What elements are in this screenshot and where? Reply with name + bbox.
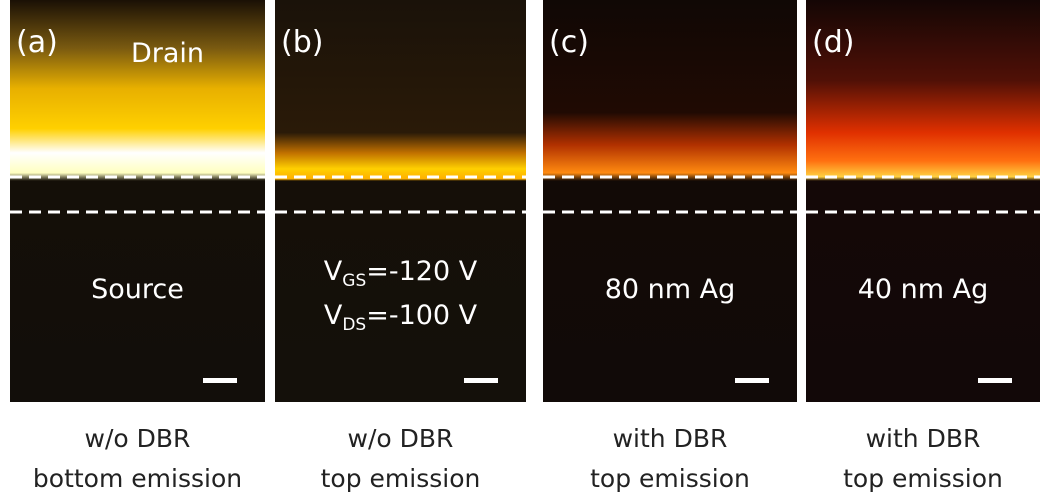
micrograph — [275, 0, 526, 402]
panel-text: 80 nm Ag — [605, 274, 736, 305]
panel: (c) 80 nm Ag with DBR top emission — [543, 0, 797, 493]
caption: with DBR — [613, 424, 728, 453]
scale-bar — [203, 378, 237, 383]
text-part: =-120 V — [366, 256, 477, 287]
panel-text: Source — [91, 274, 184, 305]
caption: w/o DBR — [85, 424, 191, 453]
scale-bar — [464, 378, 498, 383]
caption: bottom emission — [33, 464, 242, 493]
panel-text: 40 nm Ag — [858, 274, 989, 305]
micrograph — [543, 0, 797, 402]
panel: (d) 40 nm Ag with DBR top emission — [806, 0, 1040, 493]
text-part: 80 nm Ag — [605, 274, 736, 305]
panel-label: (a) — [16, 25, 58, 60]
panel-label: (d) — [812, 25, 854, 60]
caption: top emission — [321, 464, 481, 493]
panel: (a) Drain Source w/o DBR bottom emission — [10, 0, 265, 493]
text-part: V — [324, 256, 343, 287]
panel-label: (b) — [281, 25, 323, 60]
scale-bar — [978, 378, 1012, 383]
region-label: Drain — [131, 38, 204, 69]
text-part: 40 nm Ag — [858, 274, 989, 305]
scale-bar — [735, 378, 769, 383]
text-part: =-100 V — [366, 300, 477, 331]
subscript: DS — [342, 315, 366, 335]
caption: w/o DBR — [348, 424, 454, 453]
caption: top emission — [843, 464, 1003, 493]
caption: top emission — [590, 464, 750, 493]
panel-label: (c) — [549, 25, 589, 60]
text-part: V — [324, 300, 343, 331]
caption: with DBR — [866, 424, 981, 453]
figure: (a) Drain Source w/o DBR bottom emission (b) V… — [0, 0, 1049, 496]
text-part: Source — [91, 274, 184, 305]
subscript: GS — [342, 271, 366, 291]
micrograph — [806, 0, 1040, 402]
